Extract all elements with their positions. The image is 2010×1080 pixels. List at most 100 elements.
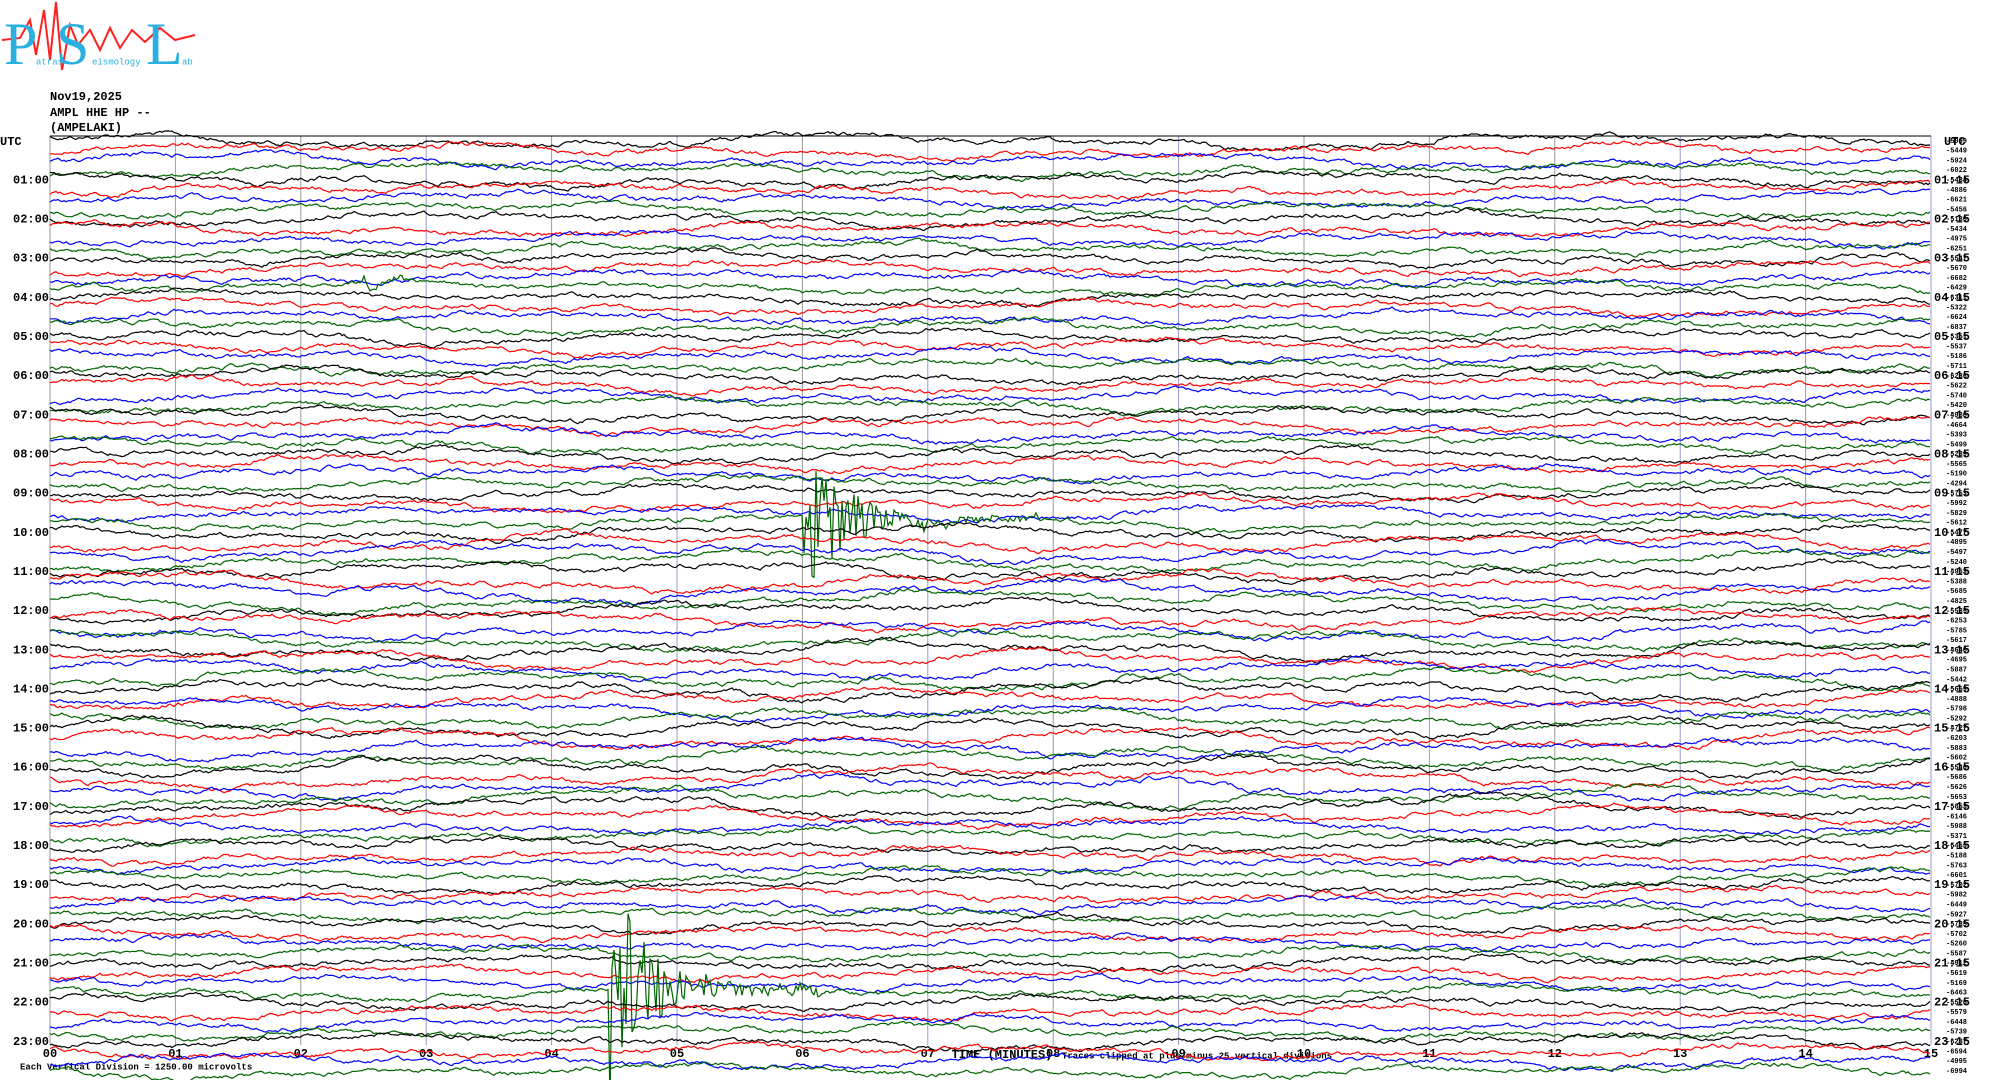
trace-offset: -5547 bbox=[1946, 255, 1967, 263]
trace-offset: -5540 bbox=[1946, 764, 1967, 772]
trace bbox=[49, 482, 1931, 504]
trace-offset: -4936 bbox=[1946, 412, 1967, 420]
trace-offset: -5393 bbox=[1946, 432, 1967, 440]
trace-offset: -5602 bbox=[1946, 755, 1967, 763]
trace-offset: -5711 bbox=[1946, 363, 1967, 371]
left-row-label: 21:00 bbox=[13, 957, 49, 971]
trace-offset: -5853 bbox=[1946, 804, 1967, 812]
trace-offset: -6236 bbox=[1946, 373, 1967, 381]
trace-offset: -6837 bbox=[1946, 324, 1967, 332]
trace bbox=[49, 178, 1931, 200]
trace-offset: -4963 bbox=[1946, 569, 1967, 577]
trace bbox=[49, 316, 1931, 338]
right-row-label: 07:15 bbox=[1934, 408, 1970, 422]
trace-offset: -6429 bbox=[1946, 285, 1967, 293]
right-row-label: 13:15 bbox=[1934, 643, 1970, 657]
trace bbox=[49, 903, 1931, 925]
right-row-label: 23:15 bbox=[1934, 1035, 1970, 1049]
trace-offset: -5739 bbox=[1946, 1029, 1967, 1037]
trace bbox=[49, 588, 1931, 616]
left-row-label: 09:00 bbox=[13, 487, 49, 501]
trace-offset: -6311 bbox=[1946, 294, 1967, 302]
trace bbox=[49, 444, 1931, 465]
trace-offset: -5371 bbox=[1946, 833, 1967, 841]
trace-offset: -5565 bbox=[1946, 461, 1967, 469]
trace bbox=[49, 875, 1931, 895]
left-row-label: 14:00 bbox=[13, 682, 49, 696]
trace-offset: -6994 bbox=[1946, 1068, 1967, 1076]
trace bbox=[49, 666, 1931, 693]
trace-offset: -5702 bbox=[1946, 882, 1967, 890]
trace-offset: -6455 bbox=[1946, 843, 1967, 851]
trace-offset: -4640 bbox=[1946, 647, 1967, 655]
trace bbox=[49, 991, 1931, 1013]
trace-offset: -5186 bbox=[1946, 353, 1967, 361]
trace bbox=[49, 364, 1931, 386]
trace-offset: -4727 bbox=[1946, 725, 1967, 733]
trace bbox=[49, 463, 1931, 485]
trace-offset: -5322 bbox=[1946, 304, 1967, 312]
trace bbox=[49, 130, 1931, 152]
trace-offset: -6449 bbox=[1946, 901, 1967, 909]
trace-offset: -5626 bbox=[1946, 784, 1967, 792]
trace bbox=[49, 931, 1931, 953]
trace-offset: -5763 bbox=[1946, 862, 1967, 870]
trace-offset: -5190 bbox=[1946, 471, 1967, 479]
trace bbox=[49, 219, 1930, 238]
trace-offset: -4825 bbox=[1946, 598, 1967, 606]
trace bbox=[49, 296, 1931, 318]
trace-offset: -4695 bbox=[1946, 657, 1967, 665]
trace-offset: -5449 bbox=[1946, 148, 1967, 156]
trace bbox=[49, 782, 1931, 811]
trace-offset: -5617 bbox=[1946, 637, 1967, 645]
left-row-label: 08:00 bbox=[13, 447, 49, 461]
trace bbox=[49, 762, 1931, 794]
trace bbox=[49, 1061, 1931, 1080]
x-tick-label: 05 bbox=[670, 1047, 684, 1061]
left-row-label: 16:00 bbox=[13, 761, 49, 775]
trace-offset: -5785 bbox=[1946, 627, 1967, 635]
right-row-label: 01:15 bbox=[1934, 173, 1970, 187]
left-row-label: 20:00 bbox=[13, 917, 49, 931]
trace bbox=[49, 815, 1931, 836]
trace bbox=[49, 802, 1931, 831]
trace bbox=[49, 972, 1931, 994]
trace bbox=[49, 911, 1931, 936]
trace bbox=[49, 345, 1931, 368]
trace bbox=[49, 422, 1931, 445]
trace bbox=[49, 884, 1931, 904]
right-row-label: 11:15 bbox=[1934, 565, 1970, 579]
trace-offset: -5735 bbox=[1946, 921, 1967, 929]
trace bbox=[49, 772, 1931, 802]
trace-offset: -6621 bbox=[1946, 197, 1967, 205]
trace bbox=[49, 835, 1931, 856]
left-axis-label: UTC bbox=[0, 135, 22, 149]
left-row-label: 10:00 bbox=[13, 526, 49, 540]
trace-offset: -5619 bbox=[1946, 970, 1967, 978]
trace-offset: -4975 bbox=[1946, 236, 1967, 244]
right-row-label: 09:15 bbox=[1934, 487, 1970, 501]
trace bbox=[49, 492, 1931, 514]
trace-offset: -6601 bbox=[1946, 872, 1967, 880]
trace-offset: -5497 bbox=[1946, 549, 1967, 557]
trace-offset: -5351 bbox=[1946, 334, 1967, 342]
trace bbox=[49, 188, 1931, 210]
trace bbox=[49, 568, 1931, 595]
left-row-label: 23:00 bbox=[13, 1035, 49, 1049]
trace bbox=[49, 655, 1931, 683]
x-tick-label: 08 bbox=[1046, 1047, 1060, 1061]
trace-offset: -5622 bbox=[1946, 383, 1967, 391]
trace-offset: -6624 bbox=[1946, 314, 1967, 322]
traces bbox=[49, 130, 1931, 1080]
right-row-label: 21:15 bbox=[1934, 957, 1970, 971]
logo-word: ab bbox=[182, 57, 193, 67]
trace-offset: -5992 bbox=[1946, 500, 1967, 508]
right-row-label: 06:15 bbox=[1934, 369, 1970, 383]
trace-offset: -5829 bbox=[1946, 510, 1967, 518]
trace bbox=[49, 952, 1931, 973]
logo-letter: P bbox=[4, 11, 37, 77]
trace-offset: -6237 bbox=[1946, 1039, 1967, 1047]
trace bbox=[49, 963, 1931, 984]
trace-offset: -5612 bbox=[1946, 520, 1967, 528]
trace-offset: -5740 bbox=[1946, 392, 1967, 400]
